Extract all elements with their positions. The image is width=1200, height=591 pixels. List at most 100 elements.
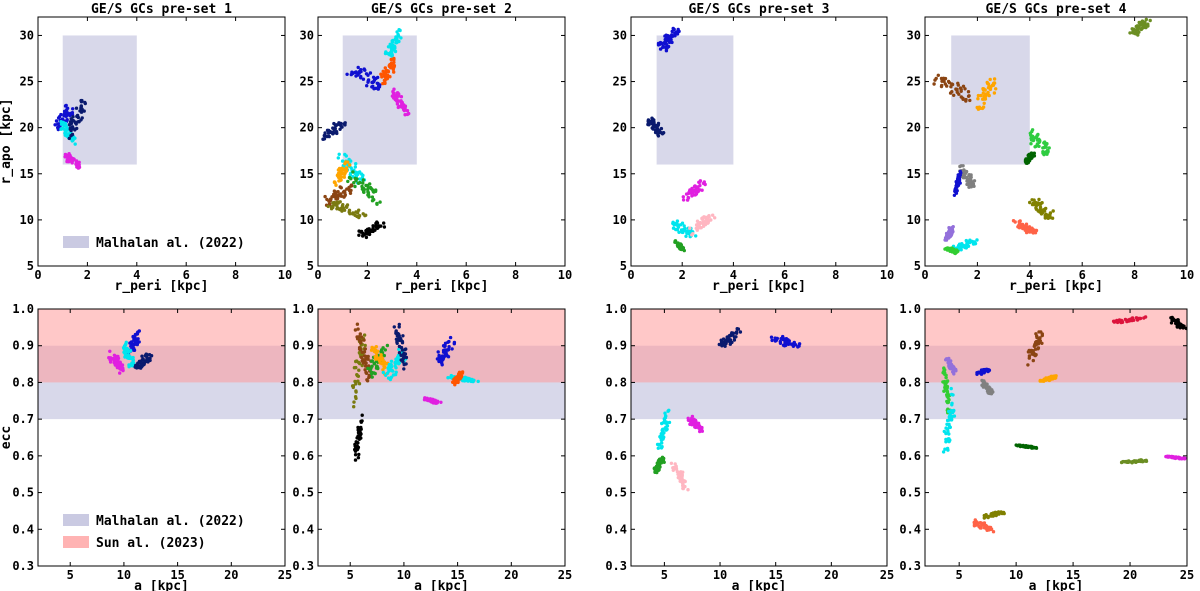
data-point [652,120,656,124]
data-point [387,364,391,368]
data-point [1121,459,1125,464]
x-tick-label: 0 [921,268,928,282]
series-8 [451,370,465,387]
data-point [674,466,679,471]
data-point [325,134,329,139]
data-point [396,39,400,44]
y-tick-label: 20 [613,121,627,135]
data-point [947,361,952,365]
data-point [969,185,974,189]
series-0 [1111,315,1148,325]
data-point [327,128,331,133]
data-point [349,159,353,163]
data-point [1048,375,1052,380]
data-point [363,343,367,348]
x-axis-label: a [kpc] [134,579,189,591]
data-point [393,49,398,54]
data-point [364,361,368,365]
data-point [933,78,937,82]
data-point [950,82,955,87]
data-point [332,180,337,184]
data-point [686,416,690,420]
panel-top-1: 0 2 4 6 8 10 5 10 15 20 25 30 GE/S GCs pre-set 1 r_pe… [0,2,292,294]
series-9 [422,396,443,405]
data-point [379,72,383,76]
data-point [348,212,352,216]
data-point [376,357,380,361]
data-point [342,195,346,199]
y-tick-label: 5 [27,259,34,273]
data-point [373,371,377,376]
data-point [339,194,344,198]
x-axis-label: a [kpc] [414,579,469,591]
series-6 [952,169,963,197]
x-tick-label: 15 [450,568,464,582]
data-point [399,345,404,350]
shaded-band-0 [656,35,734,165]
data-point [697,222,702,226]
data-point [976,97,980,101]
data-point [988,77,992,82]
series-2 [681,179,707,202]
data-point [59,112,63,117]
data-point [357,347,362,351]
data-point [62,109,67,114]
data-point [369,366,373,370]
data-point [1183,456,1187,460]
data-point [366,229,370,234]
data-point [959,248,963,252]
x-tick-label: 4 [1026,268,1033,282]
data-point [439,360,444,364]
data-point [348,191,353,195]
series-4 [688,213,717,237]
series-9 [1011,219,1039,235]
data-point [963,244,967,248]
data-point [697,226,701,230]
data-point [664,46,668,50]
data-point [357,229,361,233]
y-tick-label: 15 [907,167,921,181]
data-point [656,128,661,133]
x-tick-label: 2 [364,268,371,282]
y-tick-label: 0.3 [12,559,34,573]
legend-swatch [63,536,89,548]
data-point [773,339,778,343]
x-axis-label: a [kpc] [1029,579,1084,591]
data-point [1034,228,1038,233]
data-point [353,449,358,453]
x-tick-label: 10 [397,568,411,582]
y-tick-label: 0.8 [12,375,34,389]
data-point [388,75,392,79]
data-point [700,425,704,430]
data-point [325,197,329,202]
data-point [969,178,973,183]
data-point [401,360,405,364]
data-point [1042,209,1047,213]
data-point [982,101,986,106]
plot-frame [317,308,566,567]
data-point [992,91,997,95]
data-point [77,165,82,169]
data-point [389,359,394,363]
data-point [717,342,721,347]
data-point [69,128,73,133]
data-point [671,226,676,230]
data-point [370,195,375,199]
series-4 [321,121,347,141]
panel-top-3: 0 2 4 6 8 10 5 10 15 20 25 30 GE/S GCs pre-set 3 r_pe… [613,2,895,294]
data-point [395,102,400,106]
data-point [133,365,137,369]
plot-frame [924,308,1188,567]
data-point [1036,132,1040,137]
data-point [54,119,59,123]
data-point [382,221,386,225]
data-point [353,70,357,75]
data-point [362,350,367,354]
data-point [122,344,127,348]
data-point [1030,128,1035,132]
data-point [399,99,403,103]
data-point [146,357,150,361]
data-point [397,322,401,327]
data-point [388,42,392,46]
